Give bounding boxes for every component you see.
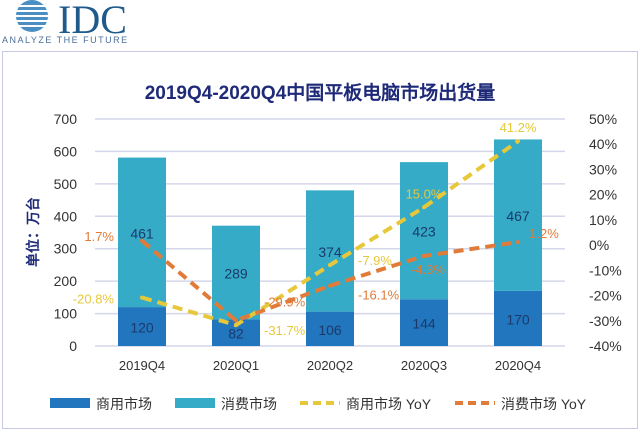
bar (306, 311, 354, 346)
legend-label: 消费市场 YoY (501, 396, 587, 412)
y-tick-label: 600 (54, 143, 78, 159)
bar-label: 144 (412, 316, 436, 332)
y-tick-label: 100 (54, 306, 78, 322)
line-point (516, 139, 520, 144)
bar (400, 162, 448, 300)
line-label: 15.0% (406, 186, 443, 201)
logo-text: IDC (58, 0, 127, 42)
chart-title: 2019Q4-2020Q4中国平板电脑市场出货量 (144, 83, 496, 104)
line-label: 1.2% (529, 226, 559, 241)
line-point (140, 238, 144, 243)
bar (212, 225, 260, 320)
y2-tick-label: -40% (589, 338, 622, 354)
bar-label: 423 (412, 224, 436, 240)
y2-tick-label: 20% (589, 187, 617, 203)
bar-label: 120 (130, 320, 154, 336)
y2-tick-label: -10% (589, 262, 622, 278)
legend-swatch (175, 398, 215, 408)
bar-label: 82 (228, 326, 244, 342)
bar-label: 461 (130, 225, 154, 241)
logo-tagline: ANALYZE THE FUTURE (2, 35, 129, 45)
y2-tick-label: 50% (589, 111, 617, 127)
line-point (328, 283, 332, 288)
idc-logo: IDC ANALYZE THE FUTURE (0, 0, 140, 50)
y2-tick-label: -20% (589, 288, 622, 304)
y2-tick-label: 10% (589, 212, 617, 228)
line-label: 41.2% (500, 120, 537, 135)
y2-tick-label: -30% (589, 313, 622, 329)
bar-label: 467 (506, 208, 530, 224)
bar-label: 289 (224, 266, 248, 282)
line-label: -16.1% (358, 288, 400, 303)
legend-label: 商用市场 (96, 396, 152, 412)
y-tick-label: 200 (54, 273, 78, 289)
bar-label: 374 (318, 244, 342, 260)
y2-tick-label: 0% (589, 237, 609, 253)
y-tick-label: 700 (54, 111, 78, 127)
legend-label: 消费市场 (221, 396, 277, 412)
x-tick-label: 2020Q4 (495, 358, 541, 373)
line-point (234, 323, 238, 328)
line-label: -7.9% (358, 253, 392, 268)
y2-tick-label: 40% (589, 136, 617, 152)
bar (494, 139, 542, 291)
bar (306, 190, 354, 312)
bar-label: 106 (318, 322, 342, 338)
chart-frame (2, 51, 638, 429)
bar (400, 299, 448, 346)
line-label: -29.9% (264, 295, 306, 310)
line-point (140, 295, 144, 300)
line-point (234, 318, 238, 323)
line-label: -31.7% (264, 323, 306, 338)
line-series (140, 239, 519, 323)
bar (118, 157, 166, 308)
y-tick-label: 500 (54, 176, 78, 192)
line-point (422, 205, 426, 210)
line-label: -20.8% (73, 292, 115, 307)
line-label: -4.3% (411, 262, 445, 277)
y2-tick-label: 30% (589, 161, 617, 177)
bar (118, 307, 166, 346)
y-axis-label: 单位：万台 (25, 197, 41, 267)
line-label: 1.7% (84, 229, 114, 244)
y-tick-label: 300 (54, 241, 78, 257)
legend-swatch (50, 398, 90, 408)
line-point (422, 253, 426, 258)
legend-label: 商用市场 YoY (346, 396, 432, 412)
x-tick-label: 2020Q2 (307, 358, 353, 373)
globe-icon (4, 0, 60, 32)
line-point (516, 240, 520, 245)
y-tick-label: 0 (69, 338, 77, 354)
x-tick-label: 2020Q3 (401, 358, 447, 373)
x-tick-label: 2019Q4 (119, 358, 165, 373)
line-point (328, 263, 332, 268)
x-tick-label: 2020Q1 (213, 358, 259, 373)
y-tick-label: 400 (54, 208, 78, 224)
bar (494, 290, 542, 346)
bar-label: 170 (506, 311, 530, 327)
